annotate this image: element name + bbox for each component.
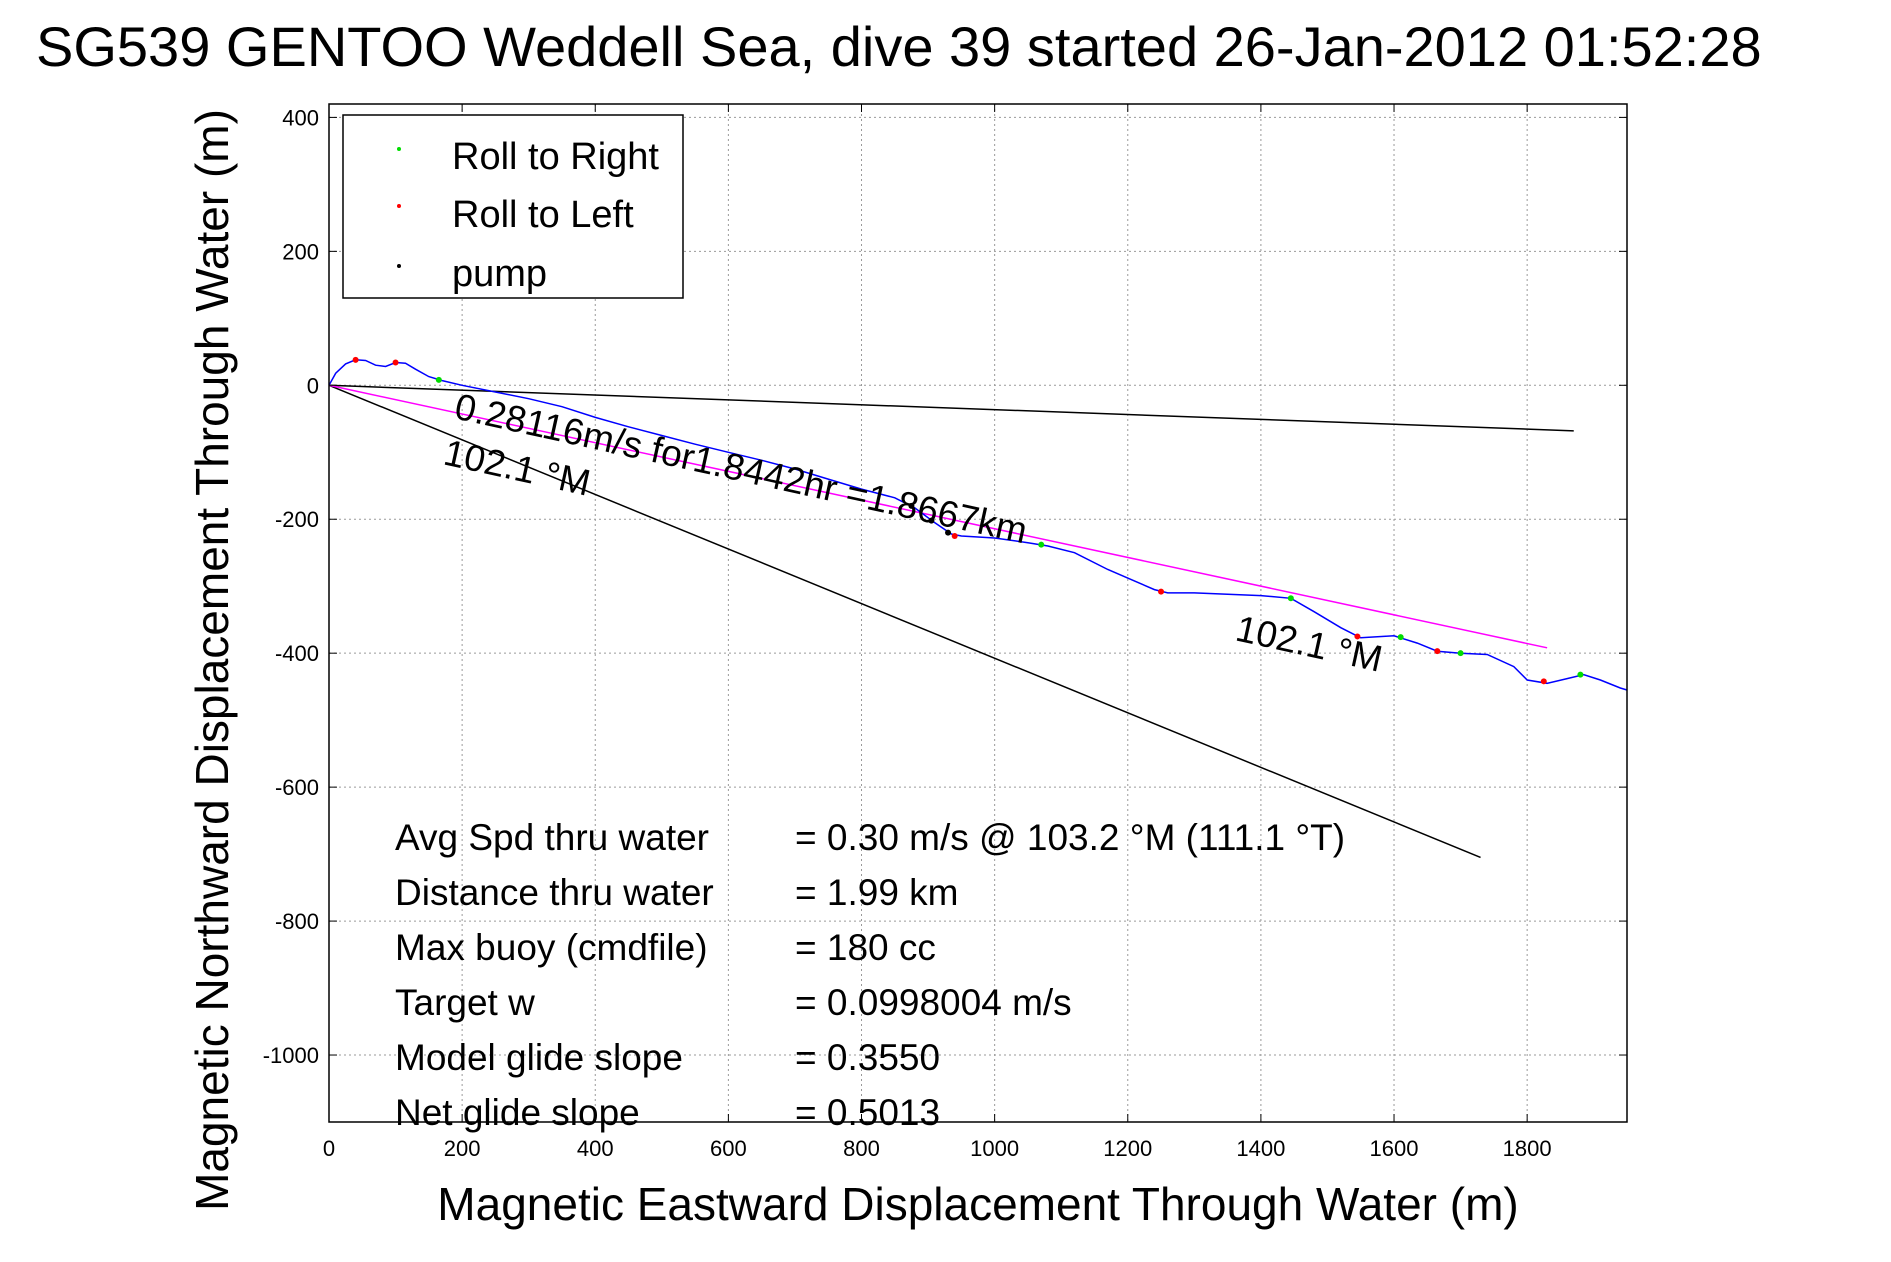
roll-right-point (1287, 595, 1294, 602)
x-tick-label: 1000 (970, 1136, 1019, 1161)
y-tick-label: 400 (282, 105, 319, 130)
legend-marker-pump (397, 264, 401, 268)
x-tick-label: 0 (323, 1136, 335, 1161)
stat-label-net-glide: Net glide slope (395, 1092, 640, 1133)
stat-label-distance: Distance thru water (395, 872, 714, 913)
legend-label-roll-left: Roll to Left (452, 194, 634, 236)
legend-marker-roll-right (397, 147, 401, 151)
pump-point (945, 529, 952, 536)
x-tick-label: 800 (843, 1136, 880, 1161)
stat-label-avg-speed: Avg Spd thru water (395, 817, 709, 858)
roll-left-point (392, 359, 399, 366)
reference-line-magenta (328, 384, 1548, 649)
stat-value-net-glide: = 0.5013 (795, 1092, 940, 1133)
marker-layer (352, 356, 1584, 685)
roll-right-point (1397, 634, 1404, 641)
reference-line-black-lower (328, 384, 1481, 859)
legend-label-roll-right: Roll to Right (452, 136, 659, 178)
x-tick-label: 600 (710, 1136, 747, 1161)
y-axis-label: Magnetic Northward Displacement Through … (186, 109, 238, 1211)
y-tick-label: 0 (307, 373, 319, 398)
x-tick-label: 1400 (1236, 1136, 1285, 1161)
roll-left-point (1158, 588, 1165, 595)
x-axis-label: Magnetic Eastward Displacement Through W… (437, 1178, 1518, 1230)
roll-right-point (1577, 671, 1584, 678)
y-tick-label: -800 (275, 909, 319, 934)
legend-marker-roll-left (397, 204, 401, 208)
reference-line-black-upper (328, 384, 1574, 432)
roll-left-point (1540, 678, 1547, 685)
stat-value-target-w: = 0.0998004 m/s (795, 982, 1072, 1023)
roll-left-point (1354, 633, 1361, 640)
stat-value-avg-speed: = 0.30 m/s @ 103.2 °M (111.1 °T) (795, 817, 1345, 858)
roll-left-point (951, 532, 958, 539)
stat-label-model-glide: Model glide slope (395, 1037, 683, 1078)
y-tick-label: 200 (282, 239, 319, 264)
roll-left-point (352, 356, 359, 363)
legend-label-pump: pump (452, 253, 547, 295)
roll-left-point (1434, 648, 1441, 655)
legend: Roll to Right Roll to Left pump (342, 114, 684, 299)
stat-value-model-glide: = 0.3550 (795, 1037, 940, 1078)
y-tick-label: -400 (275, 641, 319, 666)
stat-value-distance: = 1.99 km (795, 872, 959, 913)
stat-value-max-buoy: = 180 cc (795, 927, 936, 968)
x-tick-label: 1600 (1370, 1136, 1419, 1161)
y-tick-label: -1000 (263, 1043, 319, 1068)
roll-right-point (1038, 541, 1045, 548)
pump-point (928, 517, 935, 524)
y-tick-label: -200 (275, 507, 319, 532)
pump-point (908, 502, 915, 509)
plot-frame (328, 103, 1628, 1123)
x-tick-label: 1200 (1103, 1136, 1152, 1161)
tick-layer: 0 200 400 600 800 1000 1200 1400 1600 1800 400 200 0… (263, 104, 1627, 1161)
chart-title: SG539 GENTOO Weddell Sea, dive 39 starte… (36, 15, 1762, 78)
x-tick-label: 1800 (1503, 1136, 1552, 1161)
x-tick-label: 400 (577, 1136, 614, 1161)
roll-right-point (435, 376, 442, 383)
reference-lines (328, 384, 1574, 859)
stat-label-max-buoy: Max buoy (cmdfile) (395, 927, 708, 968)
x-tick-label: 200 (444, 1136, 481, 1161)
stat-label-target-w: Target w (395, 982, 535, 1023)
stats-block: Avg Spd thru water = 0.30 m/s @ 103.2 °M… (395, 817, 1345, 1133)
roll-right-point (1457, 650, 1464, 657)
y-tick-label: -600 (275, 775, 319, 800)
